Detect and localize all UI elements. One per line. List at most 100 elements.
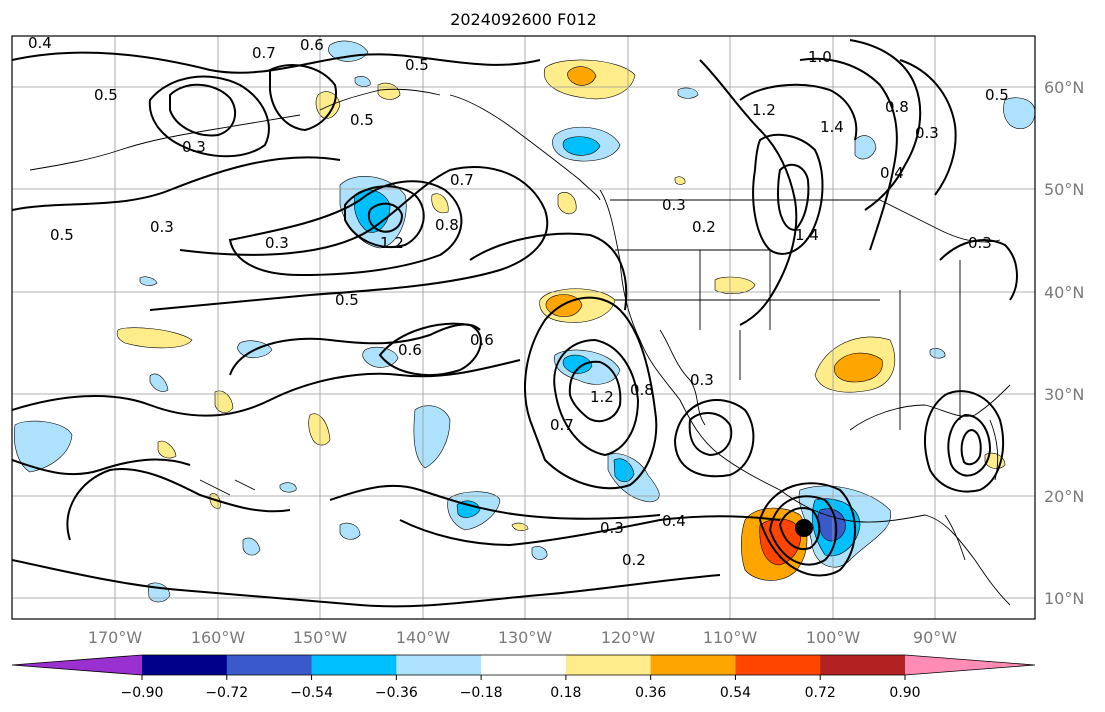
lon-label: 130°W bbox=[498, 628, 553, 647]
map-title: 2024092600 F012 bbox=[450, 10, 597, 29]
cool-shade-mex-coast-core bbox=[613, 458, 635, 483]
warm-shade-pacific-3 bbox=[214, 390, 234, 413]
contour-label: 0.7 bbox=[550, 416, 574, 434]
cool-shade-baja-core bbox=[562, 354, 593, 374]
lat-label: 40°N bbox=[1044, 283, 1084, 302]
lat-label: 50°N bbox=[1044, 180, 1084, 199]
contour-label: 0.5 bbox=[335, 291, 359, 309]
contour-label: 0.5 bbox=[350, 111, 374, 129]
contour-label: 1.4 bbox=[820, 118, 844, 136]
contour-labels: 0.4 0.7 0.6 0.5 0.5 0.3 0.5 1.0 1.2 1.4 … bbox=[28, 34, 1009, 569]
cool-shade-pacific-5-core bbox=[456, 500, 481, 518]
cool-shade-pacific-11 bbox=[139, 276, 158, 286]
lon-label: 90°W bbox=[913, 628, 957, 647]
contour-label: 0.8 bbox=[885, 98, 909, 116]
longitude-labels: 170°W 160°W 150°W 140°W 130°W 120°W 110°… bbox=[88, 628, 957, 647]
colorbar-max-arrow bbox=[905, 655, 1035, 675]
lat-label: 30°N bbox=[1044, 385, 1084, 404]
contour-label: 0.3 bbox=[600, 519, 624, 537]
cool-shade-ak-small bbox=[677, 87, 699, 99]
cool-shade-pacific-8 bbox=[339, 522, 361, 540]
colorbar-tick-label: −0.72 bbox=[205, 685, 248, 701]
contour-label: 0.3 bbox=[968, 234, 992, 252]
contour-label: 0.4 bbox=[662, 512, 686, 530]
colorbar-tick-label: 0.54 bbox=[720, 685, 751, 701]
cool-shade-pacific-2 bbox=[362, 346, 399, 368]
map-frame bbox=[11, 35, 1036, 620]
lon-label: 140°W bbox=[396, 628, 451, 647]
contour-label: 0.3 bbox=[690, 371, 714, 389]
contour-label: 1.2 bbox=[590, 388, 614, 406]
lat-label: 20°N bbox=[1044, 487, 1084, 506]
gridlines bbox=[12, 36, 1035, 619]
cool-shade-east bbox=[1003, 97, 1035, 129]
contour-label: 0.3 bbox=[662, 196, 686, 214]
warm-shade-ca-coast bbox=[557, 191, 577, 215]
colorbar-segment bbox=[735, 655, 821, 675]
contour-label: 0.3 bbox=[265, 234, 289, 252]
cool-shade-ak-coast-2 bbox=[354, 76, 371, 87]
contour-label: 1.0 bbox=[808, 48, 832, 66]
cool-shade-bc-core bbox=[562, 136, 601, 156]
contour-label: 0.4 bbox=[880, 164, 904, 182]
latitude-labels: 60°N 50°N 40°N 30°N 20°N 10°N bbox=[1044, 78, 1084, 608]
cool-shade-pacific-9 bbox=[531, 546, 548, 560]
warm-shade-goa bbox=[431, 193, 449, 214]
colorbar-tick-label: 0.36 bbox=[635, 685, 666, 701]
contour-label: 0.8 bbox=[435, 216, 459, 234]
contour-label: 0.4 bbox=[28, 34, 52, 52]
lon-label: 150°W bbox=[293, 628, 348, 647]
contour-label: 0.7 bbox=[450, 171, 474, 189]
colorbar-tick-label: −0.36 bbox=[375, 685, 418, 701]
contour-label: 0.5 bbox=[50, 226, 74, 244]
colorbar-segment bbox=[142, 655, 228, 675]
contour-label: 1.4 bbox=[795, 226, 819, 244]
warm-shade-pacific-6 bbox=[511, 522, 529, 531]
colorbar-segment bbox=[565, 655, 652, 675]
colorbar-segment bbox=[311, 655, 397, 675]
contour-label: 0.7 bbox=[252, 44, 276, 62]
colorbar-tick-label: 0.18 bbox=[550, 685, 581, 701]
contour-label: 1.2 bbox=[380, 234, 404, 252]
colorbar-segment bbox=[226, 655, 313, 675]
cool-shade-ak-north bbox=[328, 40, 369, 62]
contour-label: 0.3 bbox=[915, 124, 939, 142]
contour-lines bbox=[12, 39, 1018, 608]
warm-shade-ak-west bbox=[315, 91, 341, 119]
colorbar-segment bbox=[481, 655, 567, 675]
contour-label: 0.5 bbox=[985, 86, 1009, 104]
lon-label: 100°W bbox=[806, 628, 861, 647]
lat-label: 10°N bbox=[1044, 589, 1084, 608]
contour-label: 0.3 bbox=[150, 218, 174, 236]
cool-shade-pacific-12 bbox=[279, 482, 297, 493]
lat-label: 60°N bbox=[1044, 78, 1084, 97]
storm-center-marker bbox=[795, 519, 813, 537]
contour-label: 1.2 bbox=[752, 101, 776, 119]
contour-label: 0.8 bbox=[630, 381, 654, 399]
contour-label: 0.6 bbox=[300, 36, 324, 54]
lon-label: 170°W bbox=[88, 628, 143, 647]
colorbar-segment bbox=[820, 655, 906, 675]
cool-shade-ca-small bbox=[929, 348, 946, 359]
cool-shade-pacific-3 bbox=[13, 420, 73, 473]
colorbar-segment bbox=[650, 655, 736, 675]
colorbar-min-arrow bbox=[12, 655, 142, 675]
lon-label: 110°W bbox=[703, 628, 758, 647]
contour-label: 0.6 bbox=[470, 331, 494, 349]
contour-label: 0.5 bbox=[94, 86, 118, 104]
colorbar-tick-label: 0.72 bbox=[805, 685, 836, 701]
warm-shade-pacific-4 bbox=[157, 440, 177, 459]
contour-label: 0.2 bbox=[622, 551, 646, 569]
contour-label: 0.3 bbox=[182, 138, 206, 156]
lon-label: 160°W bbox=[191, 628, 246, 647]
colorbar-tick-label: 0.90 bbox=[889, 685, 920, 701]
colorbar-segment bbox=[396, 655, 482, 675]
cool-shade-hudson bbox=[854, 135, 877, 160]
warm-shade-north-plains bbox=[714, 276, 756, 294]
contour-label: 0.6 bbox=[398, 341, 422, 359]
cool-shade-pacific-10 bbox=[149, 373, 169, 392]
contour-label: 0.2 bbox=[692, 218, 716, 236]
warm-shade-ak-small bbox=[674, 176, 686, 185]
colorbar-tick-label: −0.90 bbox=[121, 685, 164, 701]
